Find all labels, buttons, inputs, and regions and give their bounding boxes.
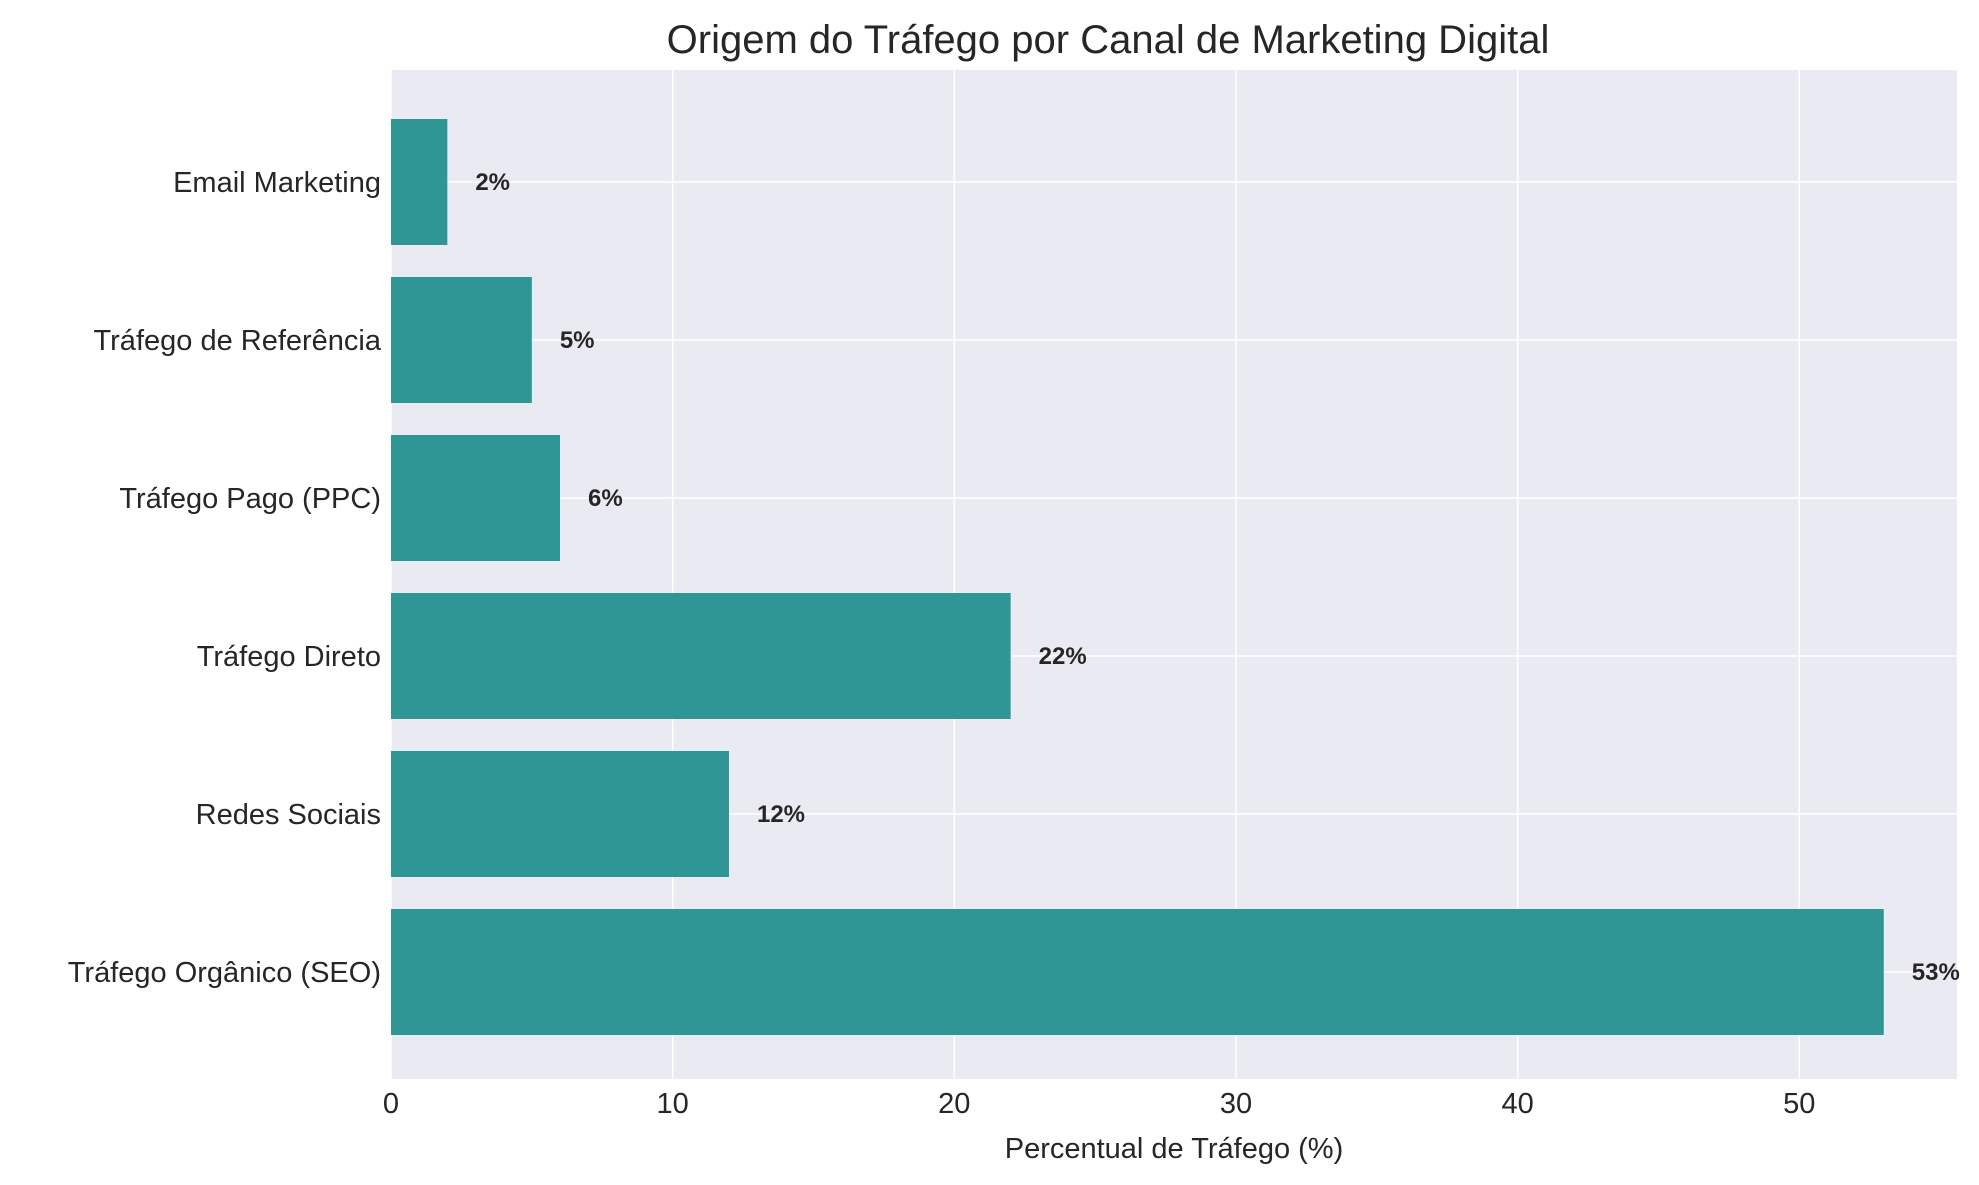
bar-3 xyxy=(391,435,560,561)
bar-0 xyxy=(391,909,1884,1035)
data-labels: 53% 12% 22% 6% 5% 2% xyxy=(475,169,1959,986)
data-label: 5% xyxy=(560,327,595,354)
bar-4 xyxy=(391,277,532,403)
y-tick-label: Email Marketing xyxy=(173,167,381,199)
x-tick-labels: 0 10 20 30 40 50 xyxy=(383,1088,1815,1120)
x-tick-label: 20 xyxy=(938,1088,970,1120)
x-tick-label: 50 xyxy=(1783,1088,1815,1120)
y-tick-label: Tráfego de Referência xyxy=(94,325,382,357)
x-tick-label: 0 xyxy=(383,1088,399,1120)
x-tick-label: 10 xyxy=(657,1088,689,1120)
y-tick-label: Tráfego Orgânico (SEO) xyxy=(68,957,381,989)
bar-2 xyxy=(391,593,1011,719)
data-label: 53% xyxy=(1912,959,1960,986)
data-label: 6% xyxy=(588,485,623,512)
x-axis-label: Percentual de Tráfego (%) xyxy=(1005,1133,1344,1165)
data-label: 12% xyxy=(757,801,805,828)
x-tick-label: 30 xyxy=(1220,1088,1252,1120)
bar-1 xyxy=(391,751,729,877)
y-tick-labels: Tráfego Orgânico (SEO) Redes Sociais Tráfe… xyxy=(68,167,382,989)
y-tick-label: Tráfego Pago (PPC) xyxy=(119,483,381,515)
chart-title: Origem do Tráfego por Canal de Marketing… xyxy=(667,18,1550,62)
data-label: 22% xyxy=(1039,643,1087,670)
y-tick-label: Redes Sociais xyxy=(196,799,381,831)
y-tick-label: Tráfego Direto xyxy=(197,641,381,673)
bars xyxy=(391,119,1884,1035)
bar-5 xyxy=(391,119,448,245)
data-label: 2% xyxy=(475,169,510,196)
x-tick-label: 40 xyxy=(1501,1088,1533,1120)
